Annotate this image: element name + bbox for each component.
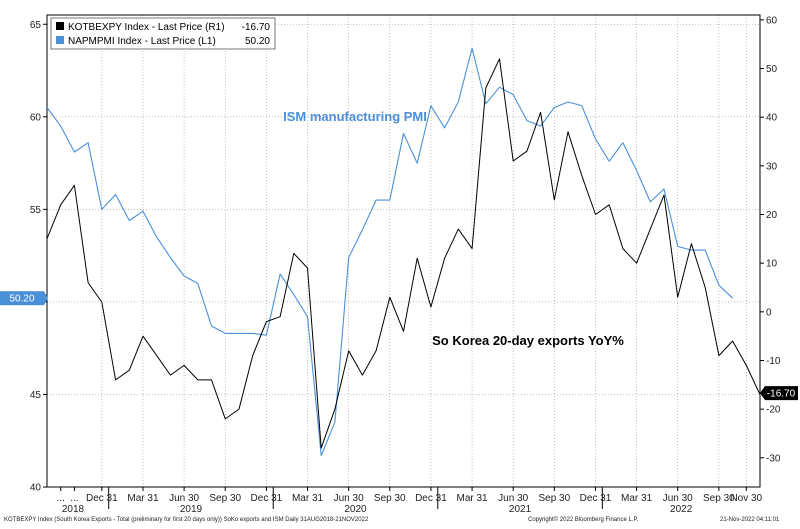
right-tick-label: 30 <box>766 161 778 172</box>
legend-swatch-kotbexpy <box>56 22 64 30</box>
x-tick-label: Jun 30 <box>334 493 364 504</box>
x-tick-label: Jun 30 <box>169 493 199 504</box>
series-layer <box>46 47 761 457</box>
axes <box>43 14 764 509</box>
labels-layer: ...... Dec 31 Mar 31 Jun 30 Sep 30 Dec 31 Mar … <box>0 15 798 515</box>
right-value-tag <box>760 386 798 401</box>
year-label: 2019 <box>180 504 203 515</box>
right-tick-label: 20 <box>766 210 778 221</box>
x-tick-label: Sep 30 <box>538 493 570 504</box>
year-label: 2022 <box>670 504 693 515</box>
x-tick-label: Jun 30 <box>663 493 693 504</box>
grid <box>47 15 760 488</box>
right-tick-label: 40 <box>766 113 778 124</box>
legend-value-kotbexpy: -16.70 <box>242 22 271 33</box>
footer-timestamp: 21-Nov-2022 04:11:01 <box>720 517 780 523</box>
x-tick-label: Dec 31 <box>415 493 447 504</box>
right-tick-label: 10 <box>766 259 778 270</box>
x-tick-label: Mar 31 <box>621 493 653 504</box>
x-tick-label: Dec 31 <box>86 493 118 504</box>
left-value-tag-arrow <box>44 291 48 306</box>
right-tick-label: 50 <box>766 64 778 75</box>
legend-label-napmpmi: NAPMPMI Index - Last Price (L1) <box>68 36 216 47</box>
left-value-tag-text: 50.20 <box>9 294 34 305</box>
legend-box <box>50 17 276 50</box>
right-tick-label: 60 <box>766 15 778 26</box>
x-tick-label: Dec 31 <box>251 493 283 504</box>
left-value-tag <box>0 291 44 306</box>
x-tick-label: Dec 31 <box>580 493 612 504</box>
x-tick-label: Mar 31 <box>292 493 324 504</box>
x-tick-label: Nov 30 <box>730 493 762 504</box>
x-tick-label: Mar 31 <box>127 493 159 504</box>
x-tick-label: Sep 30 <box>374 493 406 504</box>
footer-copyright: Copyright© 2022 Bloomberg Finance L.P. <box>528 517 639 523</box>
x-tick-label: Mar 31 <box>456 493 488 504</box>
x-tick-label: ... <box>70 493 78 504</box>
annotation-exports: So Korea 20-day exports YoY% <box>432 333 624 348</box>
right-tick-label: -10 <box>766 356 781 367</box>
series-line-kotbexpy <box>46 58 761 449</box>
left-tick-label: 40 <box>30 483 42 494</box>
legend: KOTBEXPY Index - Last Price (R1) -16.70 NA… <box>50 17 276 50</box>
left-tick-label: 45 <box>30 390 42 401</box>
footer-source: KOTBEXPY Index (South Korea Exports - To… <box>4 517 369 523</box>
plot-frame <box>46 14 761 488</box>
right-value-tag-text: -16.70 <box>767 389 796 400</box>
legend-value-napmpmi: 50.20 <box>245 36 270 47</box>
legend-label-kotbexpy: KOTBEXPY Index - Last Price (R1) <box>68 22 225 33</box>
right-tick-label: -20 <box>766 405 781 416</box>
year-label: 2018 <box>62 504 85 515</box>
year-label: 2020 <box>344 504 367 515</box>
right-tick-label: 0 <box>766 307 772 318</box>
annotation-ism: ISM manufacturing PMI <box>283 109 427 124</box>
chart: ...... Dec 31 Mar 31 Jun 30 Sep 30 Dec 31 Mar … <box>0 14 798 515</box>
x-tick-label: Sep 30 <box>209 493 241 504</box>
right-tick-label: -30 <box>766 453 781 464</box>
series-line-napmpmi <box>46 47 733 457</box>
x-tick-label: Jun 30 <box>498 493 528 504</box>
x-tick-label: Sep 30 <box>703 493 735 504</box>
left-tick-label: 60 <box>30 112 42 123</box>
left-tick-label: 55 <box>30 205 42 216</box>
legend-swatch-napmpmi <box>56 36 64 44</box>
left-tick-label: 65 <box>30 20 42 31</box>
year-label: 2021 <box>509 504 532 515</box>
x-tick-label: ... <box>57 493 65 504</box>
